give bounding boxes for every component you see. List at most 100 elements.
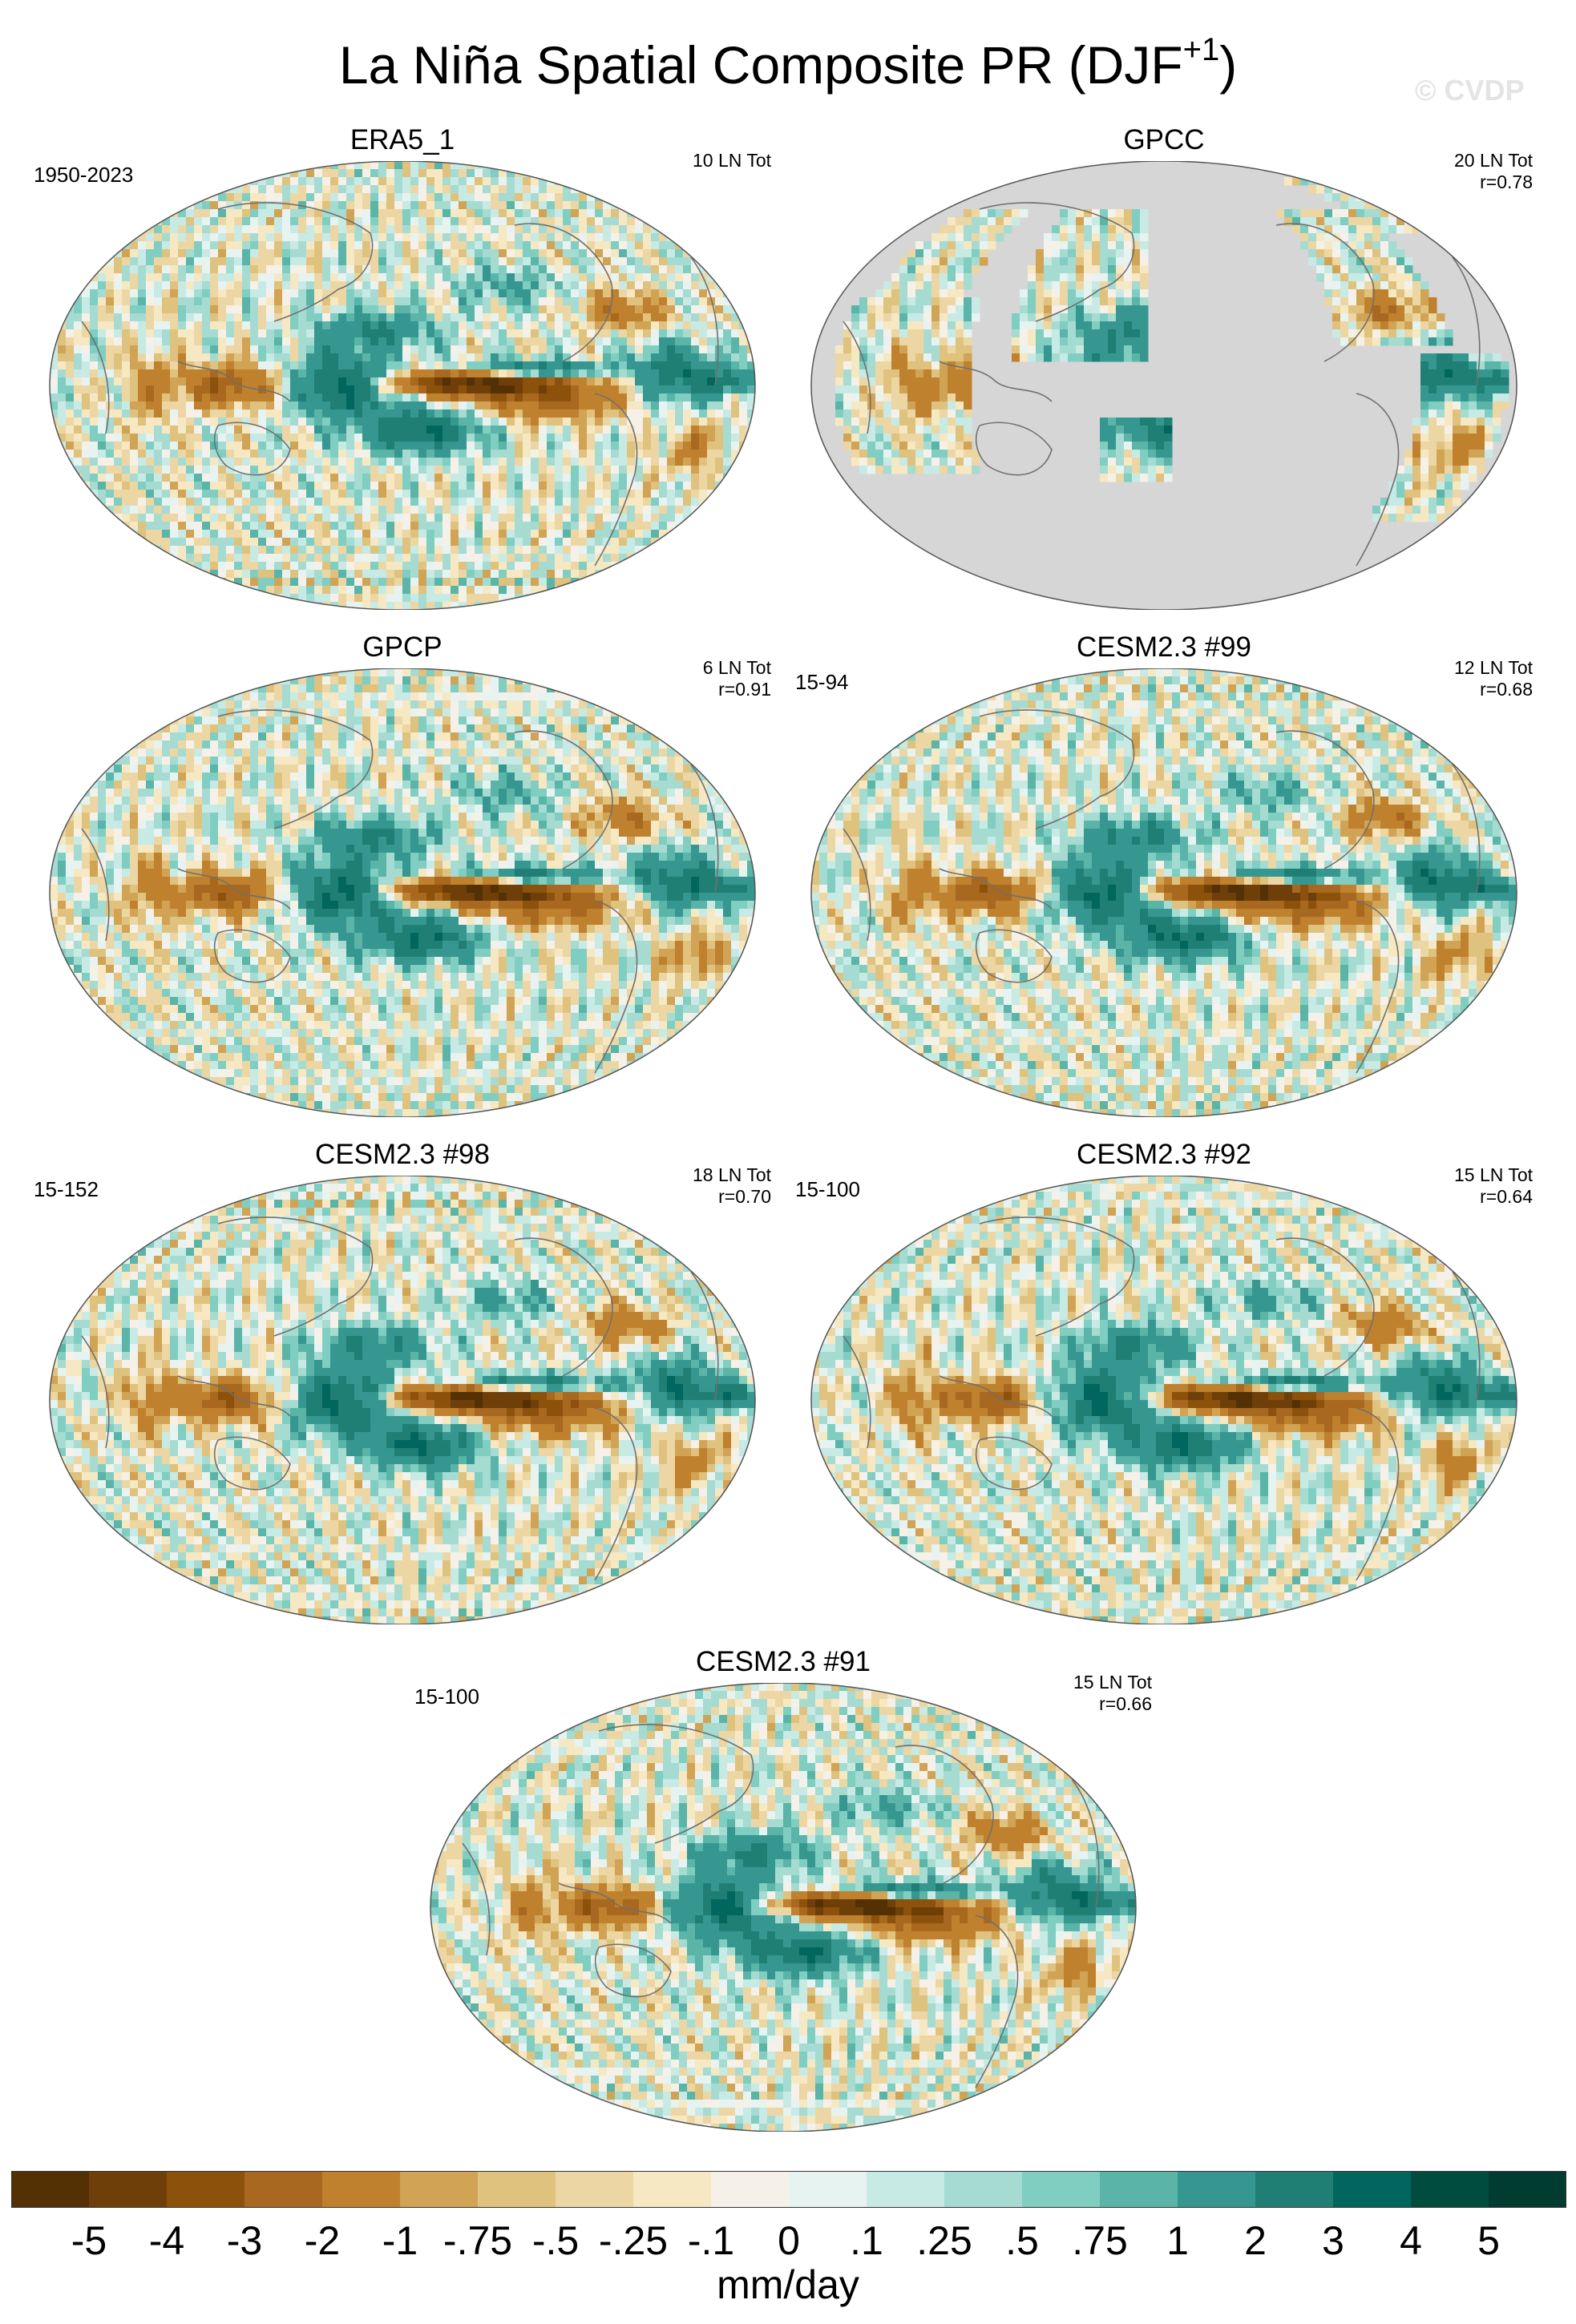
panel-years-label: 15-152 (34, 1177, 99, 1202)
colorbar-border (11, 2171, 1566, 2208)
map-border (49, 1176, 756, 1624)
coastline (975, 929, 1053, 983)
colorbar-swatch (867, 2171, 945, 2208)
colorbar-swatch (1333, 2171, 1412, 2208)
colorbar-swatch (789, 2171, 867, 2208)
precip-field (50, 668, 755, 1117)
colorbar-swatch (1178, 2171, 1256, 2208)
panel-stats-label: 12 LN Tot r=0.68 (1454, 657, 1533, 700)
coastline (1356, 1407, 1400, 1581)
colorbar-swatch (167, 2171, 245, 2208)
coastline (1275, 1237, 1375, 1377)
colorbar-swatch (556, 2171, 634, 2208)
panel-cesm-92: CESM2.3 #92 15-100 15 LN Tot r=0.64 (795, 1139, 1533, 1636)
map-border (810, 1176, 1517, 1624)
coastline (217, 709, 374, 829)
colorbar-swatch (244, 2171, 323, 2208)
colorbar-swatch (1022, 2171, 1101, 2208)
coastline (843, 1335, 871, 1449)
coastline (975, 422, 1053, 476)
coastline (1452, 764, 1481, 894)
colorbar-tick-label: 5 (1477, 2218, 1500, 2263)
coastline (514, 223, 613, 362)
precip-field (811, 161, 1517, 610)
coastline (1071, 1778, 1100, 1908)
colorbar-tick-label: 0 (778, 2218, 800, 2263)
map-plot (810, 1176, 1517, 1624)
coastline (177, 1375, 291, 1417)
coastline (843, 828, 871, 942)
coastline (1452, 256, 1481, 386)
panel-cesm-98: CESM2.3 #98 15-152 18 LN Tot r=0.70 (34, 1139, 771, 1636)
colorbar-tick-label: 1 (1166, 2218, 1189, 2263)
colorbar-swatch (1411, 2171, 1489, 2208)
coastline (217, 1216, 374, 1337)
coastline (843, 321, 871, 434)
coastline (594, 1943, 672, 1998)
precip-field (50, 161, 755, 610)
coastline (217, 202, 374, 322)
coastline (1356, 900, 1400, 1074)
coastline (213, 1436, 291, 1491)
panel-era5: ERA5_1 1950-2023 10 LN Tot (34, 124, 771, 621)
panel-title: CESM2.3 #98 (34, 1139, 771, 1171)
colorbar-tick-label: -.25 (599, 2218, 668, 2263)
colorbar-swatch (478, 2171, 556, 2208)
colorbar-tick-label: -1 (382, 2218, 418, 2263)
coastline (81, 321, 110, 434)
coastline (514, 1237, 613, 1377)
coastline (939, 868, 1053, 910)
coastline (213, 422, 291, 476)
colorbar-tick-label: -.75 (443, 2218, 512, 2263)
coastline (975, 1914, 1019, 2088)
coastline (690, 256, 719, 386)
map-border (810, 668, 1517, 1117)
panel-title: CESM2.3 #91 (414, 1646, 1152, 1678)
map-plot (430, 1683, 1137, 2132)
panel-cesm-99: CESM2.3 #99 15-94 12 LN Tot r=0.68 (795, 631, 1533, 1128)
colorbar-tick-label: .1 (850, 2218, 883, 2263)
panel-years-label: 1950-2023 (34, 163, 133, 188)
colorbar-swatch (1489, 2171, 1566, 2208)
colorbar-tick-label: -.5 (532, 2218, 579, 2263)
map-plot (49, 161, 756, 610)
figure-title: La Niña Spatial Composite PR (DJF+1) (0, 22, 1576, 97)
coastline (598, 1724, 754, 1844)
colorbar-tick-label: 2 (1244, 2218, 1267, 2263)
panel-stats-label: 6 LN Tot r=0.91 (703, 657, 771, 700)
colorbar-swatch (1255, 2171, 1334, 2208)
colorbar-swatch (711, 2171, 790, 2208)
colorbar-tick-label: -2 (305, 2218, 340, 2263)
coastline (213, 929, 291, 983)
panel-years-label: 15-94 (795, 670, 849, 695)
coastline (979, 709, 1135, 829)
panel-gpcp: GPCP 6 LN Tot r=0.91 (34, 631, 771, 1128)
colorbar-tick-label: -5 (71, 2218, 107, 2263)
precip-field (50, 1176, 755, 1624)
panel-title: ERA5_1 (34, 124, 771, 156)
coastline (177, 868, 291, 910)
coastline (979, 202, 1135, 322)
map-plot (49, 1176, 756, 1624)
colorbar-tick-label: 4 (1400, 2218, 1422, 2263)
precip-field (811, 1176, 1517, 1624)
coastline (939, 361, 1053, 402)
colorbar-tick-label: .25 (916, 2218, 972, 2263)
coastline (690, 764, 719, 894)
colorbar-swatch (633, 2171, 712, 2208)
colorbar-swatch (944, 2171, 1023, 2208)
map-border (49, 668, 756, 1117)
coastline (1275, 730, 1375, 869)
panel-stats-label: 15 LN Tot r=0.66 (1073, 1672, 1152, 1715)
coastline (514, 730, 613, 869)
panel-title: CESM2.3 #99 (795, 631, 1533, 664)
precip-field (811, 668, 1517, 1117)
map-border (810, 161, 1517, 610)
map-border (49, 161, 756, 610)
panel-stats-label: 20 LN Tot r=0.78 (1454, 150, 1533, 193)
coastline (462, 1842, 491, 1956)
panel-years-label: 15-100 (414, 1684, 479, 1709)
watermark: © CVDP (1415, 74, 1525, 107)
panel-title: GPCC (795, 124, 1533, 156)
map-plot (49, 668, 756, 1117)
